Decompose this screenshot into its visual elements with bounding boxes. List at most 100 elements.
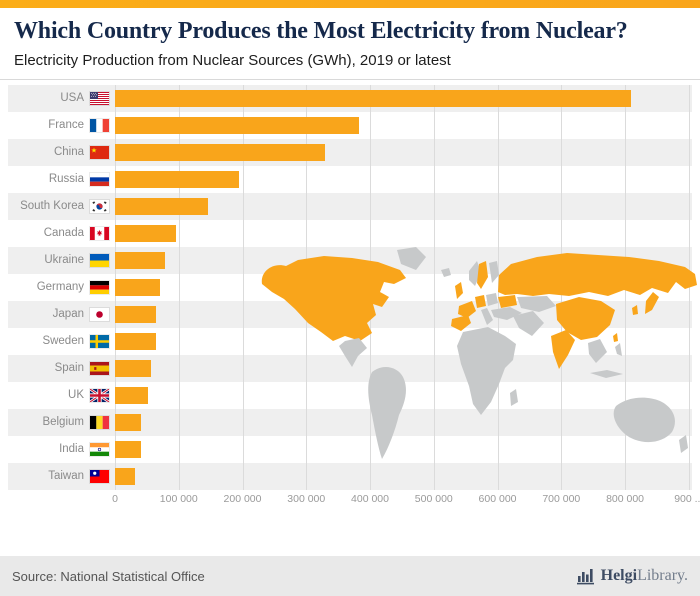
gridline (242, 84, 244, 490)
flag-icon-kr (89, 198, 110, 214)
axis-tick-label: 300 000 (287, 492, 326, 505)
bar-track (115, 143, 692, 161)
bar-track (115, 116, 692, 134)
axis-tick-label: 600 000 (478, 492, 517, 505)
bar-track (115, 332, 692, 350)
bar-ukraine (115, 251, 165, 269)
chart-row-ru: Russia (8, 166, 692, 193)
flag-icon-tw (89, 468, 110, 484)
helgi-logo-icon (576, 568, 595, 585)
bar-track (115, 251, 692, 269)
map-indonesia (590, 369, 623, 378)
country-label: China (53, 146, 84, 159)
bar-track (115, 386, 692, 404)
flag-icon-in (89, 441, 110, 457)
flag-icon-ua (89, 252, 110, 268)
chart-rows: USA France China Russia South Korea Canada Ukr… (8, 85, 692, 490)
flag-icon-ca (89, 225, 110, 241)
map-balkans-turkey (491, 306, 522, 320)
chart-row-tw: Taiwan (8, 463, 692, 490)
bar-sweden (115, 332, 156, 350)
country-label: India (59, 443, 84, 456)
bar-india (115, 440, 141, 458)
world-map-graphic (261, 246, 697, 459)
country-label: Russia (48, 173, 84, 186)
chart-row-us: USA (8, 85, 692, 112)
axis-tick-label: 500 000 (414, 492, 453, 505)
country-label: Ukraine (44, 254, 84, 267)
map-central-europe (486, 292, 498, 306)
country-label: Belgium (42, 416, 84, 429)
country-label: Taiwan (48, 470, 84, 483)
map-russia (498, 252, 697, 296)
bar-track (115, 170, 692, 188)
flag-icon-cn (89, 144, 110, 160)
flag-icon-de (89, 279, 110, 295)
map-taiwan (613, 332, 618, 342)
x-axis: 0 100 000 200 000 300 000 400 000 500 000 600 … (8, 490, 700, 510)
chart-row-gb: UK (8, 382, 692, 409)
map-spain (451, 314, 471, 331)
chart-title: Which Country Produces the Most Electric… (14, 18, 628, 44)
country-label: Sweden (42, 335, 84, 348)
map-greenland (397, 246, 426, 270)
axis-tick-label: 100 000 (159, 492, 198, 505)
bar-chart: USA France China Russia South Korea Canada Ukr… (8, 84, 697, 490)
chart-row-fr: France (8, 112, 692, 139)
bar-belgium (115, 413, 142, 431)
chart-row-jp: Japan (8, 301, 692, 328)
bar-track (115, 440, 692, 458)
map-south-korea (632, 304, 638, 315)
axis-tick-label: 0 (112, 492, 118, 505)
bar-south-korea (115, 197, 209, 215)
map-middle-east (513, 310, 544, 336)
bar-china (115, 143, 326, 161)
bar-track (115, 413, 692, 431)
map-philippines (615, 342, 622, 356)
country-label: USA (60, 92, 84, 105)
flag-icon-be (89, 414, 110, 430)
map-south-america (368, 366, 406, 459)
country-label: UK (68, 389, 84, 402)
axis-tick-label: 200 000 (223, 492, 262, 505)
map-madagascar (510, 388, 518, 406)
axis-tick-label: 700 000 (542, 492, 581, 505)
bar-track (115, 197, 692, 215)
chart-row-es: Spain (8, 355, 692, 382)
header-divider (0, 78, 700, 80)
map-new-zealand (679, 434, 688, 453)
map-germany (475, 294, 486, 308)
map-france (458, 300, 476, 318)
bar-taiwan (115, 467, 135, 485)
chart-row-be: Belgium (8, 409, 692, 436)
accent-bar (0, 0, 700, 8)
bar-uk (115, 386, 148, 404)
gridline (178, 84, 180, 490)
map-africa (457, 326, 516, 415)
gridline (497, 84, 499, 490)
map-india (551, 329, 575, 369)
bar-canada (115, 224, 176, 242)
bar-france (115, 116, 359, 134)
chart-row-in: India (8, 436, 692, 463)
map-finland (489, 260, 499, 283)
map-iceland (441, 267, 451, 277)
map-australia (613, 397, 675, 442)
flag-icon-fr (89, 117, 110, 133)
bar-track (115, 467, 692, 485)
map-china (556, 296, 615, 340)
flag-icon-es (89, 360, 110, 376)
chart-row-ca: Canada (8, 220, 692, 247)
brand-logo: HelgiLibrary. (576, 567, 688, 585)
axis-tick-label: 800 000 (606, 492, 645, 505)
bar-track (115, 89, 692, 107)
country-label: Japan (52, 308, 84, 321)
map-sweden (477, 260, 488, 289)
gridline (433, 84, 435, 490)
bar-spain (115, 359, 151, 377)
bar-track (115, 359, 692, 377)
country-label: Canada (43, 227, 84, 240)
bar-track (115, 278, 692, 296)
axis-tick-label: 400 000 (351, 492, 389, 505)
flag-icon-jp (89, 306, 110, 322)
